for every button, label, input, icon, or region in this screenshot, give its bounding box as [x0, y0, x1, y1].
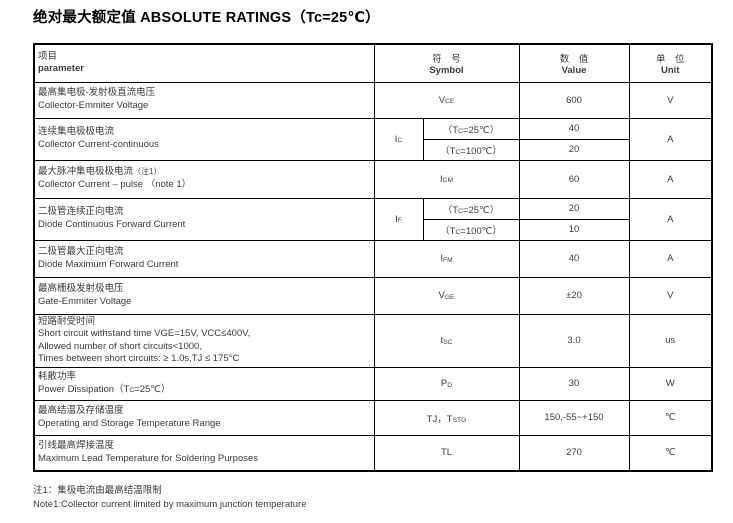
param-zh: 引线最高焊接温度 — [38, 440, 115, 452]
symbol-cell: ICM — [373, 159, 520, 199]
param-cell: 二极管连续正向电流 Diode Continuous Forward Curre… — [33, 197, 375, 241]
condition-cell: （TC=100℃） — [422, 218, 520, 241]
symbol-cell: VCE — [373, 81, 520, 119]
unit-cell: W — [628, 366, 713, 401]
param-zh-note: （注1） — [133, 167, 162, 177]
table-row-icm: 最大脉冲集电极极电流（注1） Collector Current – pulse… — [33, 159, 713, 199]
symbol-cell: tSC — [373, 313, 520, 368]
param-zh: 短路耐受时间 — [38, 315, 96, 327]
value-cell: 60 — [518, 159, 630, 199]
param-zh: 最高集电极-发射极直流电压 — [38, 87, 156, 99]
unit-cell: A — [628, 117, 713, 161]
header-parameter-zh: 项目 — [38, 50, 58, 62]
header-symbol-zh: 符 号 — [432, 53, 461, 65]
symbol-cell: IC — [373, 117, 424, 161]
symbol-cell: TJ，TSTG — [373, 399, 520, 436]
param-zh: 最大脉冲集电极极电流（注1） — [38, 166, 162, 178]
param-en: Times between short circuits: ≥ 1.0s,TJ … — [38, 353, 240, 365]
symbol-cell: PD — [373, 366, 520, 401]
param-cell: 短路耐受时间 Short circuit withstand time VGE=… — [33, 313, 375, 368]
param-en: Diode Maximum Forward Current — [38, 258, 179, 270]
table-row-tj-tstg: 最高结温及存储温度 Operating and Storage Temperat… — [33, 399, 713, 436]
value-cell: 40 — [518, 239, 630, 278]
footnote-zh: 注1：集极电流由最高结温限制 — [33, 485, 162, 497]
unit-cell: ℃ — [628, 434, 713, 472]
condition-cell: （TC=100℃） — [422, 138, 520, 161]
unit-cell: A — [628, 197, 713, 241]
table-row-vce: 最高集电极-发射极直流电压 Collector-Emmiter Voltage … — [33, 81, 713, 119]
value-cell: 3.0 — [518, 313, 630, 368]
value-cell: ±20 — [518, 276, 630, 315]
page-title: 绝对最大额定值 ABSOLUTE RATINGS（Tc=25℃） — [33, 10, 380, 26]
param-zh: 二极管连续正向电流 — [38, 206, 124, 218]
param-cell: 最大脉冲集电极极电流（注1） Collector Current – pulse… — [33, 159, 375, 199]
value-cell: 20 — [518, 197, 630, 220]
footnote-en: Note1:Collector current limited by maxim… — [33, 499, 307, 511]
header-symbol: 符 号 Symbol — [373, 43, 520, 83]
value-cell: 30 — [518, 366, 630, 401]
table-row-if-25c: 二极管连续正向电流 Diode Continuous Forward Curre… — [33, 197, 713, 241]
absolute-ratings-table: 项目 parameter 符 号 Symbol 数 值 Value 单 位 Un… — [33, 43, 713, 473]
param-cell: 耗散功率 Power Dissipation（TC=25℃） — [33, 366, 375, 401]
param-cell: 最高栅极发射极电压 Gate-Emmiter Voltage — [33, 276, 375, 315]
unit-cell: V — [628, 81, 713, 119]
param-cell: 二极管最大正向电流 Diode Maximum Forward Current — [33, 239, 375, 278]
param-cell: 最高集电极-发射极直流电压 Collector-Emmiter Voltage — [33, 81, 375, 119]
symbol-cell: IF — [373, 197, 424, 241]
param-cell: 引线最高焊接温度 Maximum Lead Temperature for So… — [33, 434, 375, 472]
value-cell: 40 — [518, 117, 630, 140]
symbol-cell: IFM — [373, 239, 520, 278]
table-row-if-100c: （TC=100℃） 10 — [34, 218, 712, 241]
value-cell: 20 — [518, 138, 630, 161]
symbol-cell: VGE — [373, 276, 520, 315]
value-cell: 10 — [518, 218, 630, 241]
table-row-tl: 引线最高焊接温度 Maximum Lead Temperature for So… — [33, 434, 713, 472]
condition-cell: （TC=25℃） — [422, 117, 520, 140]
param-en: Collector Current – pulse （note 1） — [38, 179, 192, 190]
table-row-tsc: 短路耐受时间 Short circuit withstand time VGE=… — [33, 313, 713, 368]
unit-cell: A — [628, 159, 713, 199]
header-value-en: Value — [561, 64, 587, 76]
header-unit-zh: 单 位 — [655, 53, 685, 65]
param-cell: 连续集电极极电流 Collector Current-continuous — [33, 117, 375, 161]
param-en: Gate-Emmiter Voltage — [38, 295, 132, 307]
param-zh: 二极管最大正向电流 — [38, 245, 124, 257]
header-value-zh: 数 值 — [559, 53, 589, 65]
header-symbol-en: Symbol — [429, 64, 464, 76]
table-row-ic-25c: 连续集电极极电流 Collector Current-continuous IC… — [33, 117, 713, 161]
table-row-vge: 最高栅极发射极电压 Gate-Emmiter Voltage VGE ±20 V — [33, 276, 713, 315]
unit-cell: ℃ — [628, 399, 713, 436]
value-cell: 270 — [518, 434, 630, 472]
unit-cell: V — [628, 276, 713, 315]
param-cell: 最高结温及存储温度 Operating and Storage Temperat… — [33, 399, 375, 436]
unit-cell: A — [628, 239, 713, 278]
table-header-row: 项目 parameter 符 号 Symbol 数 值 Value 单 位 Un… — [33, 43, 713, 83]
table-row-ic-100c: （TC=100℃） 20 — [34, 138, 712, 161]
param-zh: 最高栅极发射极电压 — [38, 282, 124, 294]
symbol-cell: TL — [373, 434, 520, 472]
param-en: Operating and Storage Temperature Range — [38, 417, 221, 429]
param-en: Collector Current-continuous — [38, 139, 159, 150]
header-unit: 单 位 Unit — [628, 43, 713, 83]
param-en: Collector-Emmiter Voltage — [38, 100, 149, 111]
param-zh: 最高结温及存储温度 — [38, 405, 124, 417]
param-en: Power Dissipation（TC=25℃） — [38, 383, 171, 395]
param-en: Maximum Lead Temperature for Soldering P… — [38, 452, 259, 464]
table-row-pd: 耗散功率 Power Dissipation（TC=25℃） PD 30 W — [33, 366, 713, 401]
header-value: 数 值 Value — [518, 43, 630, 83]
table-row-ifm: 二极管最大正向电流 Diode Maximum Forward Current … — [33, 239, 713, 278]
header-unit-en: Unit — [661, 64, 680, 76]
param-en: Allowed number of short circuits<1000, — [38, 340, 202, 352]
param-zh: 耗散功率 — [38, 371, 77, 383]
condition-cell: （TC=25℃） — [422, 197, 520, 220]
footnotes: 注1：集极电流由最高结温限制 Note1:Collector current l… — [33, 484, 733, 513]
param-en: Short circuit withstand time VGE=15V, VC… — [38, 328, 251, 340]
unit-cell: us — [628, 313, 713, 368]
value-cell: 150,-55~+150 — [518, 399, 630, 436]
value-cell: 600 — [518, 81, 630, 119]
header-parameter: 项目 parameter — [33, 43, 375, 83]
header-parameter-en: parameter — [38, 63, 84, 75]
param-zh: 连续集电极极电流 — [38, 126, 115, 138]
param-en: Diode Continuous Forward Current — [38, 219, 186, 230]
